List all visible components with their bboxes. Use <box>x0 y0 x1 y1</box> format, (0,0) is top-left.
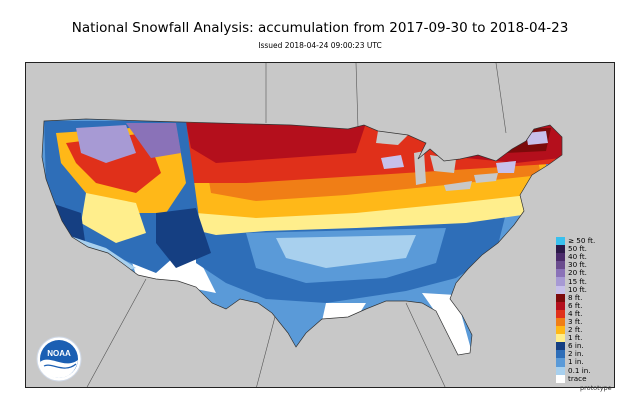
legend-label: 30 ft. <box>568 260 587 270</box>
issued-timestamp: Issued 2018-04-24 09:00:23 UTC <box>258 41 382 50</box>
snowfall-map <box>25 62 615 388</box>
legend-label: 2 in. <box>568 349 584 359</box>
legend-label: 1 ft. <box>568 333 583 343</box>
snowfall-map-canvas <box>26 63 614 387</box>
prototype-label: prototype <box>580 384 612 392</box>
legend-label: 20 ft. <box>568 268 587 278</box>
legend-item: 2 ft. <box>556 325 616 335</box>
legend-swatch <box>556 366 565 375</box>
legend-label: 10 ft. <box>568 284 587 294</box>
legend-item: 4 ft. <box>556 308 616 318</box>
legend-item: 50 ft. <box>556 244 616 254</box>
legend-item: 20 ft. <box>556 268 616 278</box>
legend-item: 1 in. <box>556 357 616 367</box>
legend-item: 40 ft. <box>556 252 616 262</box>
legend-label: trace <box>568 373 587 383</box>
legend-item: ≥ 50 ft. <box>556 236 616 246</box>
legend-swatch <box>556 269 565 278</box>
conus-outline <box>41 118 563 356</box>
legend-label: 2 ft. <box>568 325 583 335</box>
legend-item: 0.1 in. <box>556 365 616 375</box>
legend-swatch <box>556 301 565 310</box>
legend-swatch <box>556 374 565 383</box>
legend-item: trace <box>556 373 616 383</box>
legend-swatch <box>556 309 565 318</box>
legend-label: 0.1 in. <box>568 365 591 375</box>
legend-item: 1 ft. <box>556 333 616 343</box>
legend-label: 4 ft. <box>568 308 583 318</box>
legend-swatch <box>556 277 565 286</box>
legend-label: ≥ 50 ft. <box>568 236 596 246</box>
legend-label: 15 ft. <box>568 276 587 286</box>
legend-item: 2 in. <box>556 349 616 359</box>
legend-item: 15 ft. <box>556 276 616 286</box>
legend-swatch <box>556 293 565 302</box>
legend-swatch <box>556 261 565 270</box>
legend-swatch <box>556 326 565 335</box>
legend-swatch <box>556 342 565 351</box>
legend-item: 6 ft. <box>556 300 616 310</box>
legend-item: 10 ft. <box>556 284 616 294</box>
noaa-logo-icon: NOAA <box>36 336 82 382</box>
country-border-lines <box>86 63 507 387</box>
legend-label: 6 in. <box>568 341 584 351</box>
legend-swatch <box>556 253 565 262</box>
legend-swatch <box>556 237 565 246</box>
legend-item: 8 ft. <box>556 292 616 302</box>
legend-swatch <box>556 350 565 359</box>
legend-swatch <box>556 285 565 294</box>
legend-label: 1 in. <box>568 357 584 367</box>
map-title: National Snowfall Analysis: accumulation… <box>71 20 569 36</box>
legend-item: 6 in. <box>556 341 616 351</box>
legend-label: 40 ft. <box>568 252 587 262</box>
snowfall-legend: ≥ 50 ft. 50 ft. 40 ft. 30 ft. 20 ft. 15 ft. 10… <box>556 237 616 383</box>
legend-label: 3 ft. <box>568 316 583 326</box>
legend-swatch <box>556 317 565 327</box>
legend-item: 30 ft. <box>556 260 616 270</box>
legend-swatch <box>556 334 565 343</box>
legend-swatch <box>556 245 565 254</box>
snowfall-fill <box>42 119 562 355</box>
legend-label: 8 ft. <box>568 292 583 302</box>
noaa-logo-text: NOAA <box>47 349 71 358</box>
legend-swatch <box>556 358 565 367</box>
legend-label: 50 ft. <box>568 244 587 254</box>
legend-item: 3 ft. <box>556 316 616 327</box>
legend-label: 6 ft. <box>568 300 583 310</box>
